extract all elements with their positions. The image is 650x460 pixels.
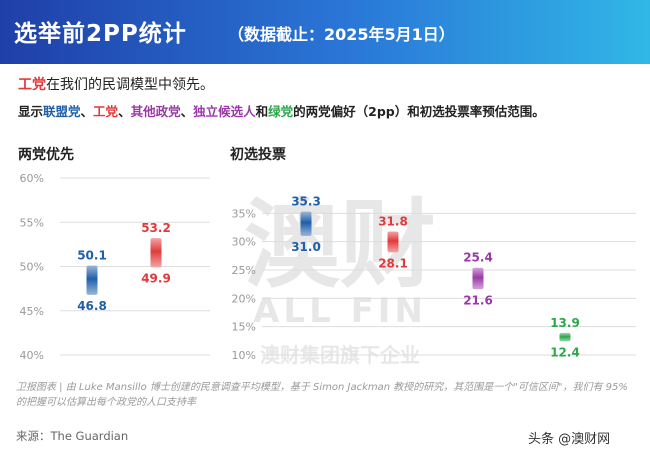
legend-independent: 独立候选人: [193, 104, 256, 119]
range-bar-others: [472, 267, 484, 290]
range-bar-greens: [559, 332, 571, 342]
low-value-label-greens: 12.4: [550, 345, 580, 359]
watermark-cn: 澳财: [244, 189, 436, 301]
watermark-logo: 澳财 ALL FIN 澳财集团旗下企业: [244, 189, 436, 367]
intro-prefix: 显示: [18, 104, 44, 119]
page-subtitle: （数据截止：2025年5月1日）: [228, 25, 455, 44]
y-tick-label: 55%: [20, 216, 44, 229]
charts-canvas: 澳财 ALL FIN 澳财集团旗下企业 40%45%50%55%60%50.14…: [20, 172, 636, 367]
low-value-label-labor: 28.1: [378, 256, 408, 270]
low-value-label-labor: 49.9: [141, 271, 171, 285]
intro-labor-label: 工党: [18, 77, 46, 93]
chart-2pp: 40% 45% 50% 55% 60% 50.1 46.8 53.2 49.9: [20, 172, 210, 362]
page-title: 选举前2PP统计: [14, 21, 187, 47]
high-value-label-labor: 31.8: [378, 214, 408, 228]
chart-primary: 10% 15% 20% 25% 30% 35% 35.3 31.0 31.8 28.1 25.4 21…: [232, 195, 636, 362]
y-tick-label: 40%: [20, 349, 44, 362]
intro-sep: 、: [80, 104, 94, 119]
legend-labor: 工党: [93, 104, 119, 119]
header-banner: 选举前2PP统计 （数据截止：2025年5月1日）: [0, 0, 650, 64]
high-value-label-coalition: 35.3: [291, 195, 321, 209]
chart-title-primary: 初选投票: [230, 147, 286, 163]
y-tick-label: 20%: [232, 292, 256, 305]
intro-sep: 、: [118, 104, 131, 119]
low-value-label-coalition: 46.8: [77, 299, 107, 313]
y-tick-label: 30%: [232, 236, 256, 249]
source-credit: 来源：The Guardian: [16, 429, 129, 443]
legend-coalition: 联盟党: [43, 104, 81, 119]
low-value-label-coalition: 31.0: [291, 240, 321, 254]
y-tick-label: 10%: [232, 349, 256, 362]
range-bar-labor: [387, 231, 399, 253]
intro-headline-text: 在我们的民调模型中领先。: [46, 77, 214, 93]
range-bar-coalition: [86, 265, 98, 295]
high-value-label-greens: 13.9: [550, 316, 580, 330]
high-value-label-labor: 53.2: [141, 221, 171, 235]
watermark-en: ALL FIN: [253, 291, 427, 331]
low-value-label-others: 21.6: [463, 293, 493, 307]
intro-headline: 工党在我们的民调模型中领先。: [18, 74, 214, 94]
y-tick-label: 25%: [232, 264, 256, 277]
publisher-brand: 头条 @澳财网: [528, 432, 611, 447]
y-tick-label: 35%: [232, 207, 256, 220]
legend-others: 其他政党: [130, 104, 181, 119]
intro-and: 和: [255, 104, 269, 119]
high-value-label-others: 25.4: [463, 251, 493, 265]
intro-suffix: 的两党偏好（2pp）和初选投票率预估范围。: [293, 104, 545, 119]
high-value-label-coalition: 50.1: [77, 249, 107, 263]
range-bar-coalition: [300, 211, 312, 236]
intro-description: 显示联盟党、工党、其他政党、独立候选人和绿党的两党偏好（2pp）和初选投票率预估…: [18, 101, 545, 120]
range-bar-labor: [150, 238, 162, 268]
chart-footnote: 卫报图表 | 由 Luke Mansillo 博士创建的民意调查平均模型，基于 …: [16, 382, 628, 408]
legend-greens: 绿党: [268, 104, 294, 119]
y-tick-label: 15%: [232, 321, 256, 334]
y-tick-label: 50%: [20, 261, 44, 274]
chart-title-2pp: 两党优先: [18, 147, 74, 163]
y-tick-label: 60%: [20, 172, 44, 185]
y-tick-label: 45%: [20, 305, 44, 318]
intro-sep: 、: [180, 104, 194, 119]
